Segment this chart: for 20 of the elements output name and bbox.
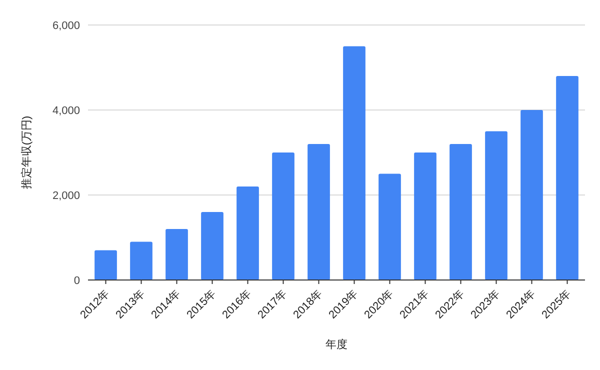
bar (520, 110, 543, 280)
bar (130, 242, 152, 280)
y-axis-title: 推定年収(万円) (20, 116, 33, 190)
y-tick-label: 2,000 (52, 190, 80, 202)
bar (485, 131, 508, 280)
bar (201, 212, 224, 280)
bar (378, 174, 401, 280)
bar (236, 186, 259, 280)
bar (94, 250, 117, 280)
bar (343, 46, 366, 280)
bar (556, 76, 578, 280)
y-tick-label: 6,000 (52, 20, 80, 32)
bar (450, 144, 472, 280)
y-tick-label: 0 (74, 275, 80, 287)
bar (308, 144, 330, 280)
bar (272, 152, 294, 280)
bar (414, 152, 436, 280)
x-axis-title: 年度 (326, 338, 348, 351)
bar (166, 229, 188, 280)
y-tick-label: 4,000 (52, 105, 80, 117)
